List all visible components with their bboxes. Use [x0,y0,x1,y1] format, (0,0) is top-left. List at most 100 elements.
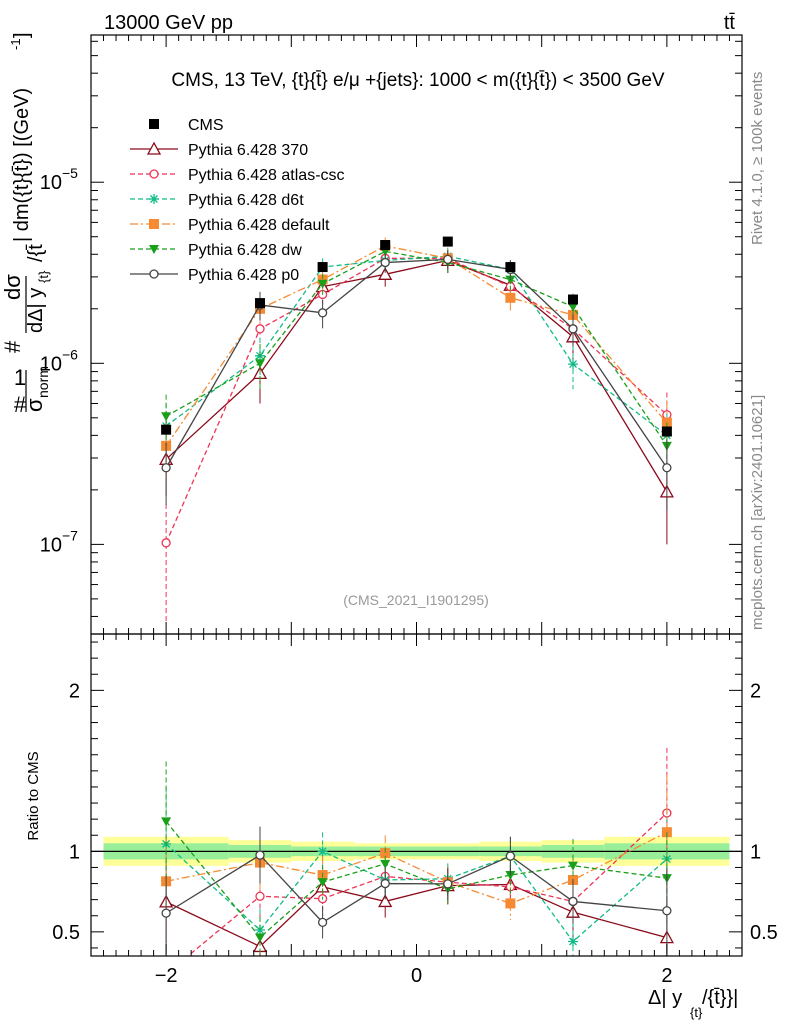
ratio-series-0 [159,860,674,956]
ratio-series-5-point-6 [568,896,578,907]
data-point-1 [255,298,266,309]
ylabel-norm: norm [35,366,51,398]
ratio-series-5-point-5 [505,851,516,861]
y-tick-exp-1: −6 [62,346,78,362]
data-series [161,236,672,437]
data-point-5 [505,262,516,273]
legend: CMS Pythia 6.428 370 Pythia 6.428 atlas-cs… [130,117,345,284]
ratio-series-5-point-4 [443,879,453,889]
xlabel-tail: /{t̄}}| [702,987,738,1009]
xlabel-main: Δ| y [648,987,682,1009]
legend-label-4: Pythia 6.428 dw [188,242,302,259]
ratio-series-3-point-3 [380,848,391,859]
y-tick-base-2: 10 [40,172,62,194]
ylabel-hash-1: # [14,392,27,417]
ratio-series-2-point-1 [255,924,266,935]
ratio-y-tick-label-right-1: 1 [750,841,761,863]
legend-marker-0 [146,141,162,155]
legend-entry-3: Pythia 6.428 default [130,217,330,234]
ratio-y-tick-label-1: 1 [69,841,80,863]
ylabel-dm: | dm({t}{t̄}) [(GeV) [11,88,33,242]
main-series-group [159,236,674,623]
ratio-y-tick-label-2: 2 [69,680,80,702]
ratio-series-2-point-6 [567,936,578,947]
y-tick-base-0: 10 [40,534,62,556]
data-point-7 [661,426,672,437]
ratio-series-2 [161,787,672,956]
ratio-y-tick-label-0: 0.5 [52,922,80,944]
x-tick-label-0: −2 [155,965,178,987]
header-left-label: 13000 GeV pp [104,12,233,34]
series-4-point-1 [255,359,266,369]
legend-marker-3 [149,219,159,229]
legend-label-0: Pythia 6.428 370 [188,142,308,159]
ratio-series-5-point-2 [317,917,328,928]
ratio-series-5-point-0 [161,908,171,918]
series-1-point-0 [161,538,171,548]
series-1 [161,249,672,623]
header-right-label: tt̄ [724,12,736,34]
y-tick-label-0: 10 −7 [40,527,78,556]
legend-marker-4 [149,245,159,254]
ratio-series-5-point-7 [662,906,672,916]
y-tick-label-2: 10 −5 [40,165,78,194]
ratio-series-4-point-6 [567,861,578,871]
series-3-point-2 [317,274,328,285]
ylabel-close: ] [11,32,33,38]
y-tick-exp-0: −7 [62,527,78,543]
series-line-1 [165,257,668,544]
series-5-point-3 [380,257,390,268]
series-line-4 [165,250,668,447]
series-5-point-4 [443,254,453,264]
ratio-line-0 [165,883,668,948]
series-line-2 [165,255,668,436]
series-0 [159,249,674,545]
ratio-y-tick-label-right-0: 0.5 [750,922,778,944]
ratio-series-3-point-5 [505,898,516,909]
x-axis-label: Δ| y {t} /{t̄}}| [648,987,738,1020]
xlabel-sub: {t} [690,1005,703,1020]
x-tick-label-2: 2 [661,965,672,987]
series-5-point-6 [568,324,578,334]
series-5-point-7 [662,463,672,473]
ratio-series-4-point-1 [255,933,266,943]
ratio-frame [90,633,743,957]
ratio-series-5 [161,826,672,953]
ylabel-dy-sub: {t} [36,270,51,283]
ratio-line-4 [165,820,667,939]
series-4-point-2 [317,279,328,289]
legend-marker-5 [149,269,159,279]
series-2-point-6 [567,359,578,370]
ratio-series-0-point-3 [378,894,393,908]
series-3-point-5 [505,292,516,303]
ylabel-dsigma: dσ [0,274,25,300]
chart-title: CMS, 13 TeV, {t}{t̄} e/μ +{jets}: 1000 <… [171,70,664,91]
legend-marker-1 [149,169,159,179]
ratio-series-4-point-0 [161,817,172,827]
ratio-series-4-point-5 [505,871,516,881]
data-point-6 [567,294,578,305]
series-5 [161,250,672,510]
series-line-0 [165,259,668,493]
ratio-series-4-point-2 [317,878,328,888]
legend-entry-cms: CMS [149,117,224,134]
ratio-y-tick-label-right-2: 2 [750,680,761,702]
y-tick-base-1: 10 [40,353,62,375]
legend-entry-4: Pythia 6.428 dw [130,242,302,259]
series-line-3 [165,245,668,447]
ratio-series-1 [165,747,672,956]
series-0-point-3 [378,266,393,280]
ratio-series-2-point-2 [317,846,328,857]
ratio-series-4-point-3 [380,859,391,869]
legend-entry-2: Pythia 6.428 d6t [130,192,304,209]
ylabel-hash-2: # [0,340,25,353]
ylabel-exponent: -1 [8,38,23,50]
ratio-line-3 [165,831,668,905]
legend-label-5: Pythia 6.428 p0 [188,267,299,284]
data-point-3 [380,240,391,251]
legend-marker-cms [149,119,159,129]
ylabel-sigma: σ [22,398,47,412]
legend-label-cms: CMS [188,117,224,134]
ratio-series-5-point-3 [380,878,390,889]
